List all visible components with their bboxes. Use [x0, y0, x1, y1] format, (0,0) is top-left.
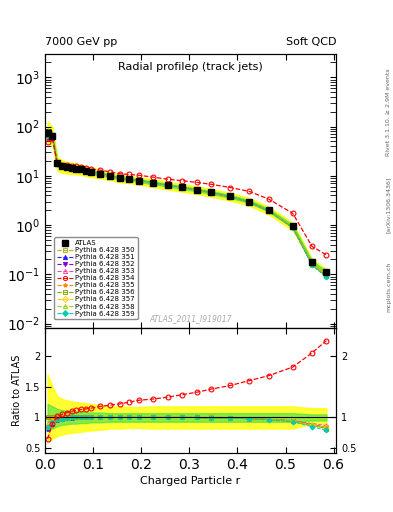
- Text: Radial profileρ (track jets): Radial profileρ (track jets): [118, 62, 263, 72]
- Text: Soft QCD: Soft QCD: [286, 37, 336, 47]
- X-axis label: Charged Particle r: Charged Particle r: [140, 476, 241, 486]
- Legend: ATLAS, Pythia 6.428 350, Pythia 6.428 351, Pythia 6.428 352, Pythia 6.428 353, P: ATLAS, Pythia 6.428 350, Pythia 6.428 35…: [55, 238, 138, 319]
- Y-axis label: Ratio to ATLAS: Ratio to ATLAS: [12, 355, 22, 426]
- Text: [arXiv:1306.3436]: [arXiv:1306.3436]: [386, 177, 391, 233]
- Text: Rivet 3.1.10, ≥ 2.9M events: Rivet 3.1.10, ≥ 2.9M events: [386, 69, 391, 157]
- Text: ATLAS_2011_I919017: ATLAS_2011_I919017: [149, 314, 232, 323]
- Text: mcplots.cern.ch: mcplots.cern.ch: [386, 262, 391, 312]
- Text: 7000 GeV pp: 7000 GeV pp: [45, 37, 118, 47]
